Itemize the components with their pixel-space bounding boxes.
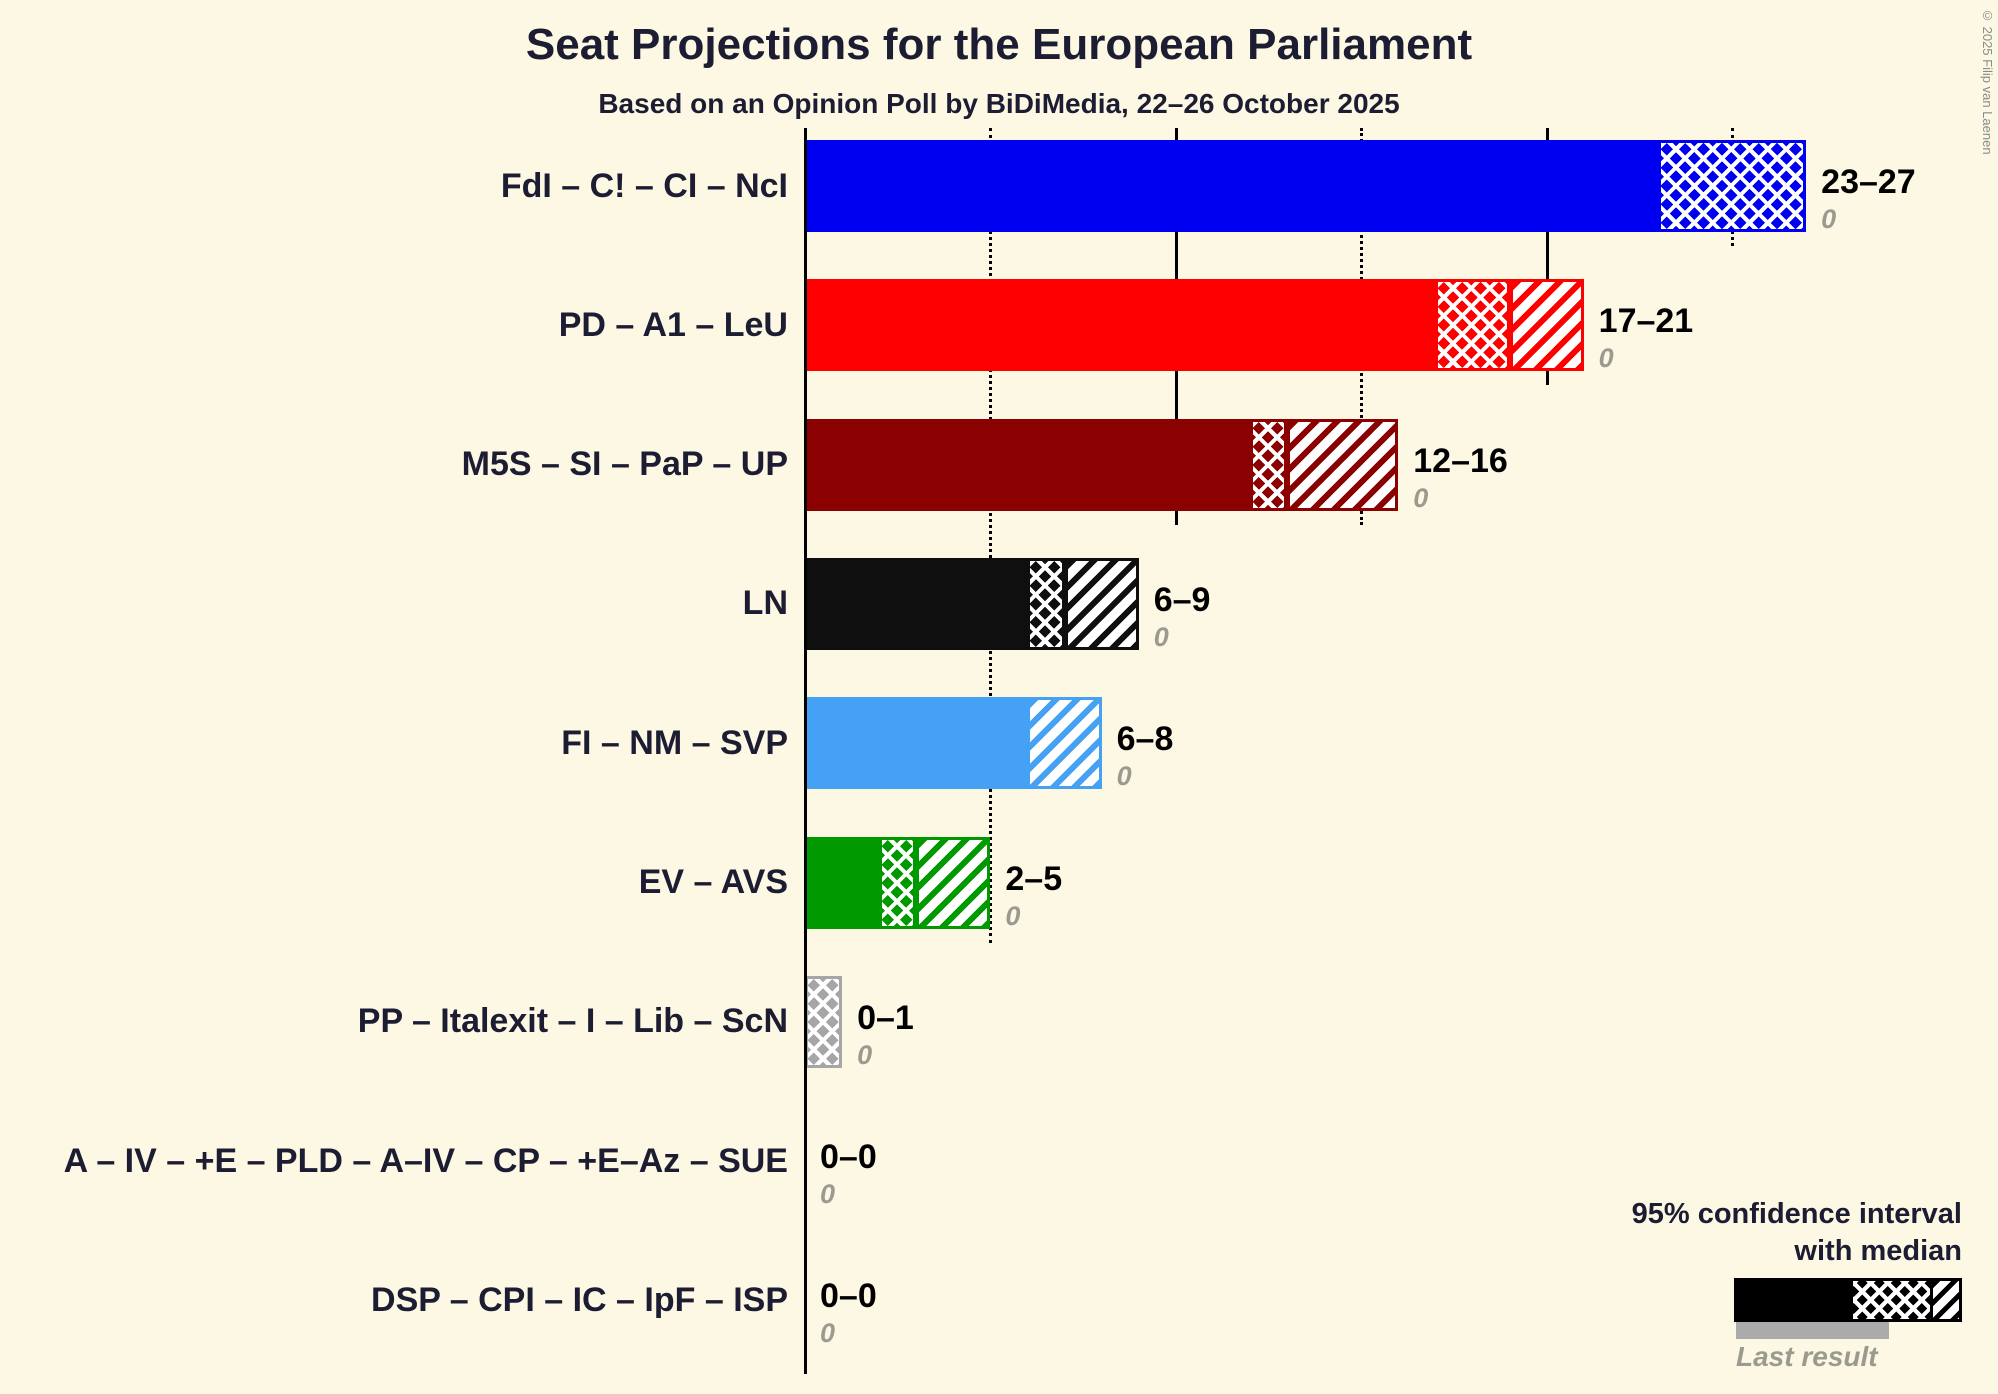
- value-labels: 23–27 0: [1821, 162, 1916, 236]
- value-labels: 2–5 0: [1005, 859, 1062, 933]
- bar-solid-segment: [805, 140, 1658, 232]
- range-label: 17–21: [1598, 302, 1694, 341]
- value-labels: 6–9 0: [1154, 580, 1211, 654]
- last-result-value: 0: [1116, 761, 1132, 792]
- party-label: PD – A1 – LeU: [558, 305, 788, 344]
- bar-crosshatch-segment: [1027, 557, 1065, 650]
- bar-row: PP – Italexit – I – Lib – ScN 0–1 0: [0, 975, 1998, 1070]
- range-label: 0–0: [820, 1277, 877, 1316]
- bar-row: DSP – CPI – IC – IpF – ISP 0–0 0: [0, 1254, 1998, 1348]
- party-label: DSP – CPI – IC – IpF – ISP: [371, 1280, 788, 1319]
- party-label: PP – Italexit – I – Lib – ScN: [357, 1002, 788, 1041]
- bar-solid-segment: [805, 697, 1028, 790]
- range-label: 2–5: [1005, 859, 1063, 898]
- bar-row: A – IV – +E – PLD – A–IV – CP – +E–Az – …: [0, 1115, 1998, 1209]
- legend-last-result-label: Last result: [1736, 1341, 1878, 1372]
- bar-crosshatch-segment: [1249, 418, 1288, 511]
- bar-diagonal-segment: [1287, 418, 1399, 511]
- copyright-notice: © 2025 Filip van Laenen: [1980, 8, 1995, 155]
- range-label: 0–1: [857, 998, 914, 1037]
- value-labels: 0–0 0: [820, 1276, 877, 1350]
- bar-solid-segment: [805, 836, 880, 929]
- range-label: 12–16: [1413, 441, 1508, 480]
- legend-last-result-bar: [1736, 1322, 1889, 1339]
- chart-subtitle: Based on an Opinion Poll by BiDiMedia, 2…: [598, 88, 1400, 119]
- legend-ci-bar: [1734, 1278, 1962, 1322]
- last-result-value: 0: [820, 1179, 836, 1210]
- range-label: 0–0: [820, 1138, 877, 1177]
- legend-crosshatch-segment: [1850, 1278, 1933, 1322]
- bar-row: LN 6–9 0: [0, 557, 1998, 652]
- legend-median-label: with median: [1794, 1235, 1962, 1267]
- bar-row: EV – AVS 2–5 0: [0, 836, 1998, 931]
- last-result-value: 0: [1413, 482, 1429, 513]
- range-label: 6–9: [1153, 580, 1211, 619]
- party-label: FdI – C! – CI – NcI: [500, 166, 788, 205]
- legend-diagonal-segment: [1933, 1278, 1962, 1322]
- last-result-value: 0: [1153, 621, 1169, 652]
- bar-row: M5S – SI – PaP – UP 12–16 0: [0, 418, 1998, 513]
- bar-solid-segment: [805, 557, 1028, 650]
- zero-axis-line: [804, 128, 807, 1374]
- party-label: FI – NM – SVP: [561, 723, 788, 762]
- party-label: LN: [742, 584, 788, 623]
- gridline-5: [989, 128, 993, 943]
- gridline-20: [1545, 128, 1549, 386]
- value-labels: 0–0 0: [820, 1137, 877, 1211]
- party-label: M5S – SI – PaP – UP: [461, 445, 788, 484]
- party-label: A – IV – +E – PLD – A–IV – CP – +E–Az – …: [63, 1141, 788, 1180]
- last-result-value: 0: [1598, 343, 1614, 374]
- last-result-value: 0: [1005, 900, 1021, 931]
- bar-row: PD – A1 – LeU 17–21 0: [0, 279, 1998, 373]
- value-labels: 6–8 0: [1117, 719, 1174, 793]
- bar-diagonal-segment: [1509, 279, 1584, 372]
- legend-solid-segment: [1734, 1278, 1850, 1322]
- legend-title: 95% confidence interval with median: [1632, 1196, 1962, 1270]
- bar-crosshatch-segment: [1657, 140, 1807, 232]
- value-labels: 17–21 0: [1599, 301, 1694, 375]
- last-result-value: 0: [820, 1318, 836, 1349]
- bar-crosshatch-segment: [805, 975, 843, 1068]
- bar-diagonal-segment: [1027, 697, 1102, 790]
- bar-crosshatch-segment: [879, 836, 917, 929]
- last-result-value: 0: [857, 1039, 873, 1070]
- legend-ci-label: 95% confidence interval: [1631, 1198, 1962, 1230]
- bar-diagonal-segment: [916, 836, 991, 929]
- bar-row: FdI – C! – CI – NcI 23–27 0: [0, 140, 1998, 234]
- bar-diagonal-segment: [1064, 557, 1139, 650]
- range-label: 23–27: [1821, 163, 1916, 201]
- value-labels: 0–1 0: [857, 998, 914, 1072]
- last-result-value: 0: [1821, 204, 1837, 234]
- bar-row: FI – NM – SVP 6–8 0: [0, 697, 1998, 791]
- range-label: 6–8: [1116, 720, 1174, 759]
- value-labels: 12–16 0: [1413, 441, 1508, 515]
- bar-solid-segment: [805, 418, 1250, 511]
- bar-solid-segment: [805, 279, 1436, 372]
- bar-crosshatch-segment: [1435, 279, 1510, 372]
- party-label: EV – AVS: [638, 863, 788, 901]
- chart-title: Seat Projections for the European Parlia…: [525, 20, 1473, 69]
